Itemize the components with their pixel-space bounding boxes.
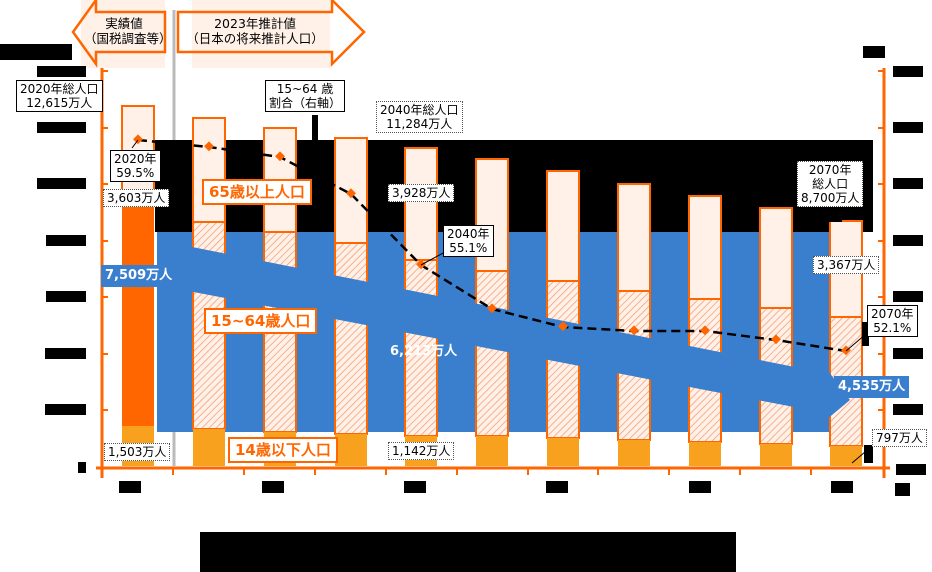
legend-child: 14歳以下人口 — [228, 437, 338, 463]
total-2070-label: 2070年 総人口 8,700万人 — [797, 161, 864, 207]
y2-tick-redacted — [893, 404, 923, 415]
bar-2045 — [475, 158, 509, 466]
elderly-2070-value: 3,367万人 — [813, 256, 880, 274]
actual-arrow-label: 実績値 （国税調査等） — [84, 16, 172, 46]
ratio-2020-label: 2020年 59.5% — [110, 150, 161, 182]
chart-caption-redacted — [200, 532, 736, 572]
bar-2035 — [334, 137, 368, 466]
x-tick-redacted — [262, 481, 284, 493]
y2-tick-redacted — [893, 291, 923, 302]
child-2020-value: 1,503万人 — [104, 443, 171, 461]
ratio-callout-marker — [862, 322, 869, 346]
y2-tick-redacted — [893, 122, 923, 133]
y2-tick-redacted — [893, 178, 923, 189]
y2-tick-redacted — [896, 464, 926, 475]
x-tick-redacted — [404, 481, 426, 493]
working-2070-value: 4,535万人 — [834, 376, 910, 398]
bar-2040 — [404, 147, 438, 466]
elderly-2040-value: 3,928万人 — [388, 184, 455, 202]
x-tick-redacted — [831, 481, 853, 493]
legend-working: 15~64歳人口 — [204, 308, 318, 334]
x-tick-redacted — [689, 481, 711, 493]
y2-tick-redacted — [893, 348, 923, 359]
callout-marker — [820, 210, 842, 222]
working-trend-arrow — [157, 240, 850, 425]
bar-2050 — [546, 170, 580, 466]
y-tick-redacted — [46, 235, 86, 246]
y-tick-redacted — [78, 462, 86, 473]
working-2020-value: 7,509万人 — [101, 265, 177, 287]
projection-arrow — [176, 0, 366, 68]
projection-arrow-label: 2023年推計値 （日本の将来推計人口） — [186, 16, 324, 46]
ratio-markers — [133, 134, 851, 356]
child-2040-value: 1,142万人 — [388, 442, 455, 460]
y2-unit-redacted — [895, 483, 910, 496]
elderly-2020-value: 3,603万人 — [103, 189, 170, 207]
ratio-2040-label: 2040年 55.1% — [443, 225, 494, 257]
y-tick-redacted — [45, 348, 86, 359]
working-2040-value: 6,213万人 — [390, 344, 458, 359]
child-callout-marker — [864, 445, 873, 463]
y-tick-redacted — [37, 122, 86, 133]
ratio-2070-label: 2070年 52.1% — [867, 305, 918, 337]
y-tick-redacted — [37, 178, 86, 189]
y2-axis-title-redacted — [863, 46, 885, 58]
total-2040-label: 2040年総人口 11,284万人 — [376, 101, 463, 133]
x-tick-redacted — [546, 481, 568, 493]
y-axis-title-redacted — [0, 44, 72, 60]
bar-2055 — [617, 183, 651, 466]
child-2070-value: 797万人 — [872, 429, 927, 447]
legend-elderly: 65歳以上人口 — [202, 179, 312, 205]
y-tick-redacted — [45, 404, 86, 415]
y2-tick-redacted — [893, 66, 923, 77]
actual-arrow — [71, 0, 167, 68]
ratio-legend-callout: 15~64 歳割合（右軸） — [265, 80, 346, 112]
total-2020-label: 2020年総人口 12,615万人 — [16, 80, 103, 112]
x-tick-redacted — [119, 481, 141, 493]
y2-tick-redacted — [893, 235, 923, 246]
y-axis-unit-redacted — [37, 66, 86, 77]
y-tick-redacted — [46, 291, 86, 302]
